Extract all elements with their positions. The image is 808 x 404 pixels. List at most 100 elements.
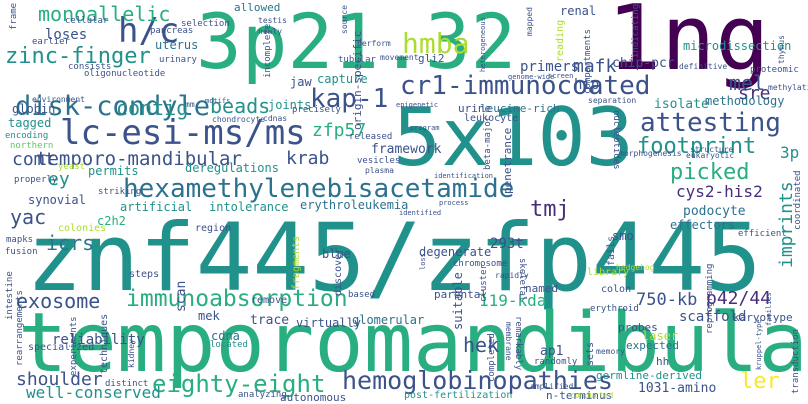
word-efficient: efficient xyxy=(738,229,787,239)
word-loss: loss xyxy=(419,253,427,270)
word-rapidly: rapidly xyxy=(495,271,529,280)
word-kap1: kap-1 xyxy=(310,84,389,114)
word-tempmand: temporo-mandibular xyxy=(36,148,242,170)
word-plasma: plasma xyxy=(365,166,394,175)
word-methylation: methylation xyxy=(768,83,808,92)
word-selection: selection xyxy=(181,19,230,29)
word-precisely: precisely xyxy=(292,105,341,115)
word-immunoabsorption: immunoabsorption xyxy=(126,286,348,312)
word-colonies: colonies xyxy=(58,223,107,234)
word-encoding: encoding xyxy=(5,131,49,141)
word-tagged: tagged xyxy=(8,116,52,130)
word-tubular: tubular xyxy=(338,55,376,65)
word-distinct: distinct xyxy=(105,379,149,389)
word-frame: frame xyxy=(9,2,19,30)
word-picked: picked xyxy=(670,160,750,185)
word-hmba: hmba xyxy=(402,27,470,60)
word-memory: memory xyxy=(596,347,625,356)
word-remove: remove xyxy=(251,295,288,306)
word-located: located xyxy=(210,340,248,350)
word-podocyte: podocyte xyxy=(683,204,746,219)
word-definitive: definitive xyxy=(679,62,728,71)
word-mapped: mapped xyxy=(525,7,534,36)
word-completed: completed xyxy=(487,333,497,382)
word-ler: ler xyxy=(740,369,780,394)
word-footprint: footprint xyxy=(637,134,757,159)
word-mafk: mafk xyxy=(573,56,617,77)
word-temporomandibular: temporomandibular xyxy=(18,296,808,391)
word-cellular: cellular xyxy=(65,16,109,26)
word-betamajor: beta-major xyxy=(483,115,493,170)
word-mapks: mapks xyxy=(6,235,34,245)
word-hek: hek xyxy=(463,333,500,357)
word-wellconserved: well-conserved xyxy=(26,383,161,402)
word-named: named xyxy=(525,282,559,295)
word-urine: urine xyxy=(458,102,492,115)
word-source: source xyxy=(340,5,349,34)
word-eukaryotic: eukaryotic xyxy=(686,151,735,160)
word-microdissection: microdissection xyxy=(683,39,792,53)
word-isolate: isolate xyxy=(654,97,709,112)
word-methodology: methodology xyxy=(705,94,785,108)
word-permits: permits xyxy=(88,164,139,178)
word-tmj: tmj xyxy=(530,197,570,222)
word-icrs: icrs xyxy=(46,231,95,255)
word-region: region xyxy=(195,223,232,234)
word-compartments: compartments xyxy=(583,28,593,94)
word-attesting: attesting xyxy=(640,108,781,138)
word-eightyeight: eighty-eight xyxy=(152,370,326,398)
word-germline: germline-derived xyxy=(596,369,702,382)
word-randomly: randomly xyxy=(534,357,578,367)
word-nterminus: n-terminus xyxy=(546,389,613,402)
word-blue: blue xyxy=(322,247,351,261)
word-environment: environment xyxy=(32,95,85,104)
word-movement: movement xyxy=(380,53,419,62)
word-yac: yac xyxy=(10,205,47,229)
word-coordinated: coordinated xyxy=(793,170,803,230)
word-cdnas: cdnas xyxy=(263,114,288,123)
word-remarkably: remarkably xyxy=(513,316,523,371)
word-consists: consists xyxy=(68,62,112,72)
word-probes: probes xyxy=(618,321,658,334)
word-p4244: p42/44 xyxy=(706,288,772,309)
word-colon: colon xyxy=(601,284,632,295)
word-sre: sre xyxy=(738,83,771,104)
word-artificial: artificial xyxy=(120,200,193,214)
word-proteomic: proteomic xyxy=(750,65,799,75)
word-119kda: 119-kda xyxy=(479,291,547,310)
word-identified: identified xyxy=(399,209,442,217)
word-properly: properly xyxy=(14,175,58,185)
word-virtually: virtually xyxy=(296,316,362,330)
word-znf445: znf445/zfp445 xyxy=(26,204,762,313)
word-jaw: jaw xyxy=(290,75,312,89)
word-reliability: reliability xyxy=(52,332,145,348)
word-glomerular: glomerular xyxy=(352,313,425,327)
word-zfp57: zfp57 xyxy=(312,120,367,141)
word-erythroid: erythroid xyxy=(590,304,639,314)
word-transduction: transduction xyxy=(791,328,801,394)
word-motifs: motifs xyxy=(205,97,231,105)
word-ey: ey xyxy=(48,169,70,190)
word-fragments: fragments xyxy=(291,235,302,290)
word-mm: mm xyxy=(185,100,195,109)
word-striking: striking xyxy=(98,187,142,197)
word-experiments: experiments xyxy=(69,316,79,376)
word-primers: primers xyxy=(520,59,580,75)
word-scaffold: scaffold xyxy=(679,309,747,325)
word-expected: expected xyxy=(626,339,679,352)
word-cys2his2: cys2-his2 xyxy=(676,182,763,201)
word-comt: comt xyxy=(12,149,56,170)
word-vesicles: vesicles xyxy=(357,156,401,166)
word-1031amino: 1031-amino xyxy=(638,381,717,396)
word-parental: parental xyxy=(434,288,487,301)
word-hc: h/c xyxy=(118,11,180,51)
word-mek: mek xyxy=(198,309,220,323)
word-smo: smo xyxy=(612,229,634,243)
word-epigenetic: epigenetic xyxy=(396,101,439,109)
word-chondrocyte: chondrocyte xyxy=(212,115,265,124)
word-leucine: leucine-rich xyxy=(480,102,560,115)
word-cluster: cluster xyxy=(479,264,489,302)
word-hh: hh xyxy=(656,355,670,368)
word-hemoglobinopathies: hemoglobinopathies xyxy=(342,366,613,395)
